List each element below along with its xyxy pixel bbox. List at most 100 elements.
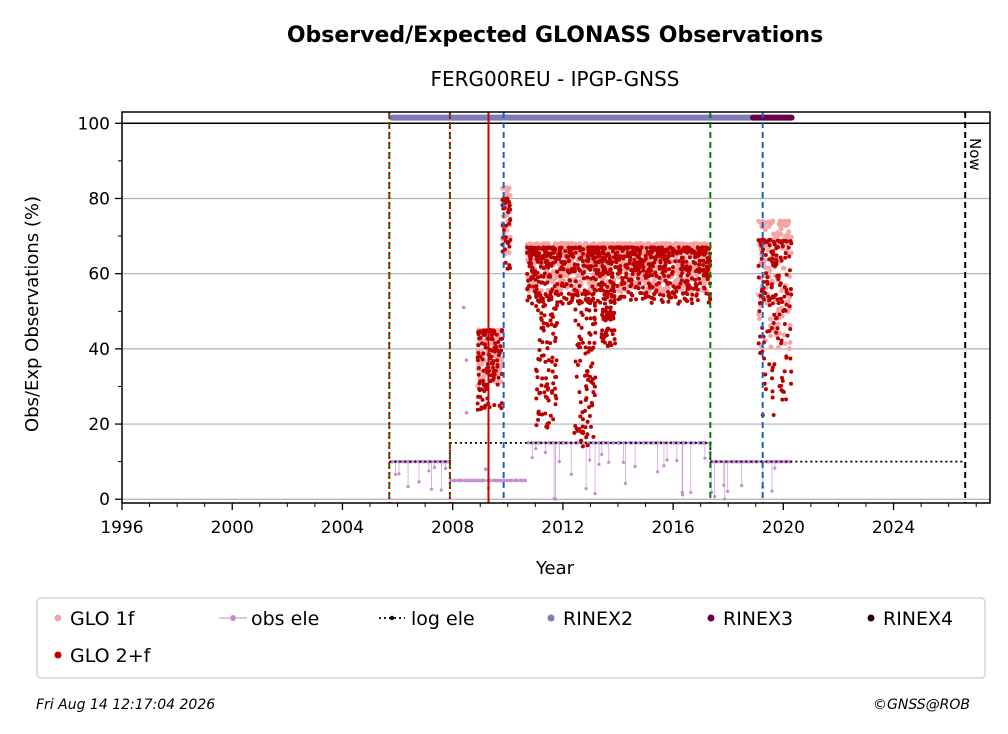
data-point bbox=[777, 283, 782, 288]
data-point bbox=[628, 297, 633, 302]
y-tick-label: 20 bbox=[88, 415, 110, 435]
data-point bbox=[537, 357, 542, 362]
data-point bbox=[544, 252, 549, 257]
data-point bbox=[548, 274, 553, 279]
data-point bbox=[537, 412, 542, 417]
data-point bbox=[704, 264, 709, 269]
data-point bbox=[778, 305, 784, 311]
data-point bbox=[630, 245, 635, 250]
data-point bbox=[561, 270, 567, 276]
footer-copyright: ©GNSS@ROB bbox=[873, 697, 970, 713]
data-point bbox=[636, 241, 642, 247]
obs-ele-point bbox=[509, 478, 514, 483]
data-point bbox=[534, 291, 539, 296]
data-point bbox=[784, 302, 789, 307]
data-point bbox=[659, 245, 664, 250]
data-point bbox=[615, 274, 621, 280]
obs-ele-point bbox=[726, 489, 730, 493]
data-point bbox=[602, 334, 607, 339]
data-point bbox=[668, 245, 673, 250]
data-point bbox=[558, 246, 563, 251]
data-point bbox=[774, 253, 779, 258]
data-point bbox=[553, 375, 558, 380]
data-point bbox=[570, 269, 575, 274]
data-point bbox=[646, 262, 651, 267]
data-point bbox=[587, 265, 592, 270]
data-point bbox=[536, 245, 541, 250]
data-point bbox=[483, 403, 488, 408]
data-point bbox=[585, 275, 590, 280]
data-point bbox=[609, 245, 614, 250]
obs-ele-point bbox=[689, 490, 693, 495]
data-point bbox=[602, 292, 607, 297]
data-point bbox=[586, 246, 591, 251]
obs-ele-point bbox=[481, 478, 486, 483]
y-tick-label: 100 bbox=[78, 114, 110, 134]
data-point bbox=[585, 377, 590, 382]
data-point bbox=[538, 390, 543, 395]
obs-ele-point bbox=[505, 478, 509, 483]
data-point bbox=[699, 250, 704, 255]
x-tick-label: 2024 bbox=[872, 518, 915, 538]
data-point bbox=[502, 247, 507, 252]
data-point bbox=[695, 245, 700, 250]
data-point bbox=[600, 276, 606, 282]
data-point bbox=[544, 321, 549, 326]
data-point bbox=[622, 286, 627, 291]
y-tick-label: 40 bbox=[88, 340, 110, 360]
data-point bbox=[630, 271, 635, 276]
data-point bbox=[758, 293, 763, 298]
data-point bbox=[603, 309, 608, 314]
data-point bbox=[775, 336, 780, 341]
data-point bbox=[616, 245, 621, 250]
data-point bbox=[619, 282, 624, 287]
data-point bbox=[704, 270, 709, 275]
obs-ele-point bbox=[740, 483, 744, 488]
data-point bbox=[476, 351, 481, 356]
data-point bbox=[659, 278, 665, 284]
data-point bbox=[769, 285, 774, 290]
data-point bbox=[764, 279, 769, 284]
data-point bbox=[639, 245, 644, 250]
data-point bbox=[654, 273, 659, 278]
data-point bbox=[569, 253, 574, 258]
data-point bbox=[503, 260, 508, 265]
data-point bbox=[768, 333, 774, 339]
data-point bbox=[553, 362, 558, 367]
data-point bbox=[687, 255, 692, 260]
data-point bbox=[538, 292, 543, 297]
data-point bbox=[537, 338, 542, 343]
now-label: Now bbox=[966, 138, 984, 171]
data-point bbox=[766, 238, 771, 243]
data-point bbox=[634, 267, 639, 272]
y-tick-label: 0 bbox=[99, 490, 110, 510]
obs-ele-point bbox=[606, 441, 611, 445]
data-point bbox=[477, 376, 483, 381]
data-point bbox=[610, 284, 615, 289]
data-point bbox=[676, 245, 681, 250]
data-point bbox=[548, 263, 553, 268]
obs-ele-point bbox=[553, 497, 558, 501]
data-point bbox=[789, 369, 794, 374]
data-point bbox=[663, 265, 668, 270]
data-point bbox=[778, 255, 783, 260]
data-point bbox=[583, 241, 588, 247]
legend-label: RINEX2 bbox=[563, 608, 633, 630]
data-point bbox=[630, 293, 635, 298]
data-point bbox=[526, 278, 531, 283]
data-point bbox=[701, 263, 706, 268]
data-point bbox=[680, 241, 685, 247]
data-point bbox=[575, 262, 580, 267]
data-point bbox=[495, 358, 500, 363]
data-point bbox=[624, 271, 629, 276]
data-point bbox=[781, 332, 787, 338]
data-point bbox=[765, 329, 770, 334]
data-point bbox=[646, 281, 651, 286]
data-point bbox=[545, 346, 550, 351]
data-point bbox=[673, 255, 679, 261]
data-point bbox=[684, 259, 689, 264]
data-point bbox=[671, 280, 677, 286]
data-point bbox=[575, 273, 581, 279]
data-point bbox=[637, 252, 642, 257]
legend: GLO 1f obs ele log ele RINEX2 RINEX3 RINEX4 GL… bbox=[54, 608, 953, 667]
